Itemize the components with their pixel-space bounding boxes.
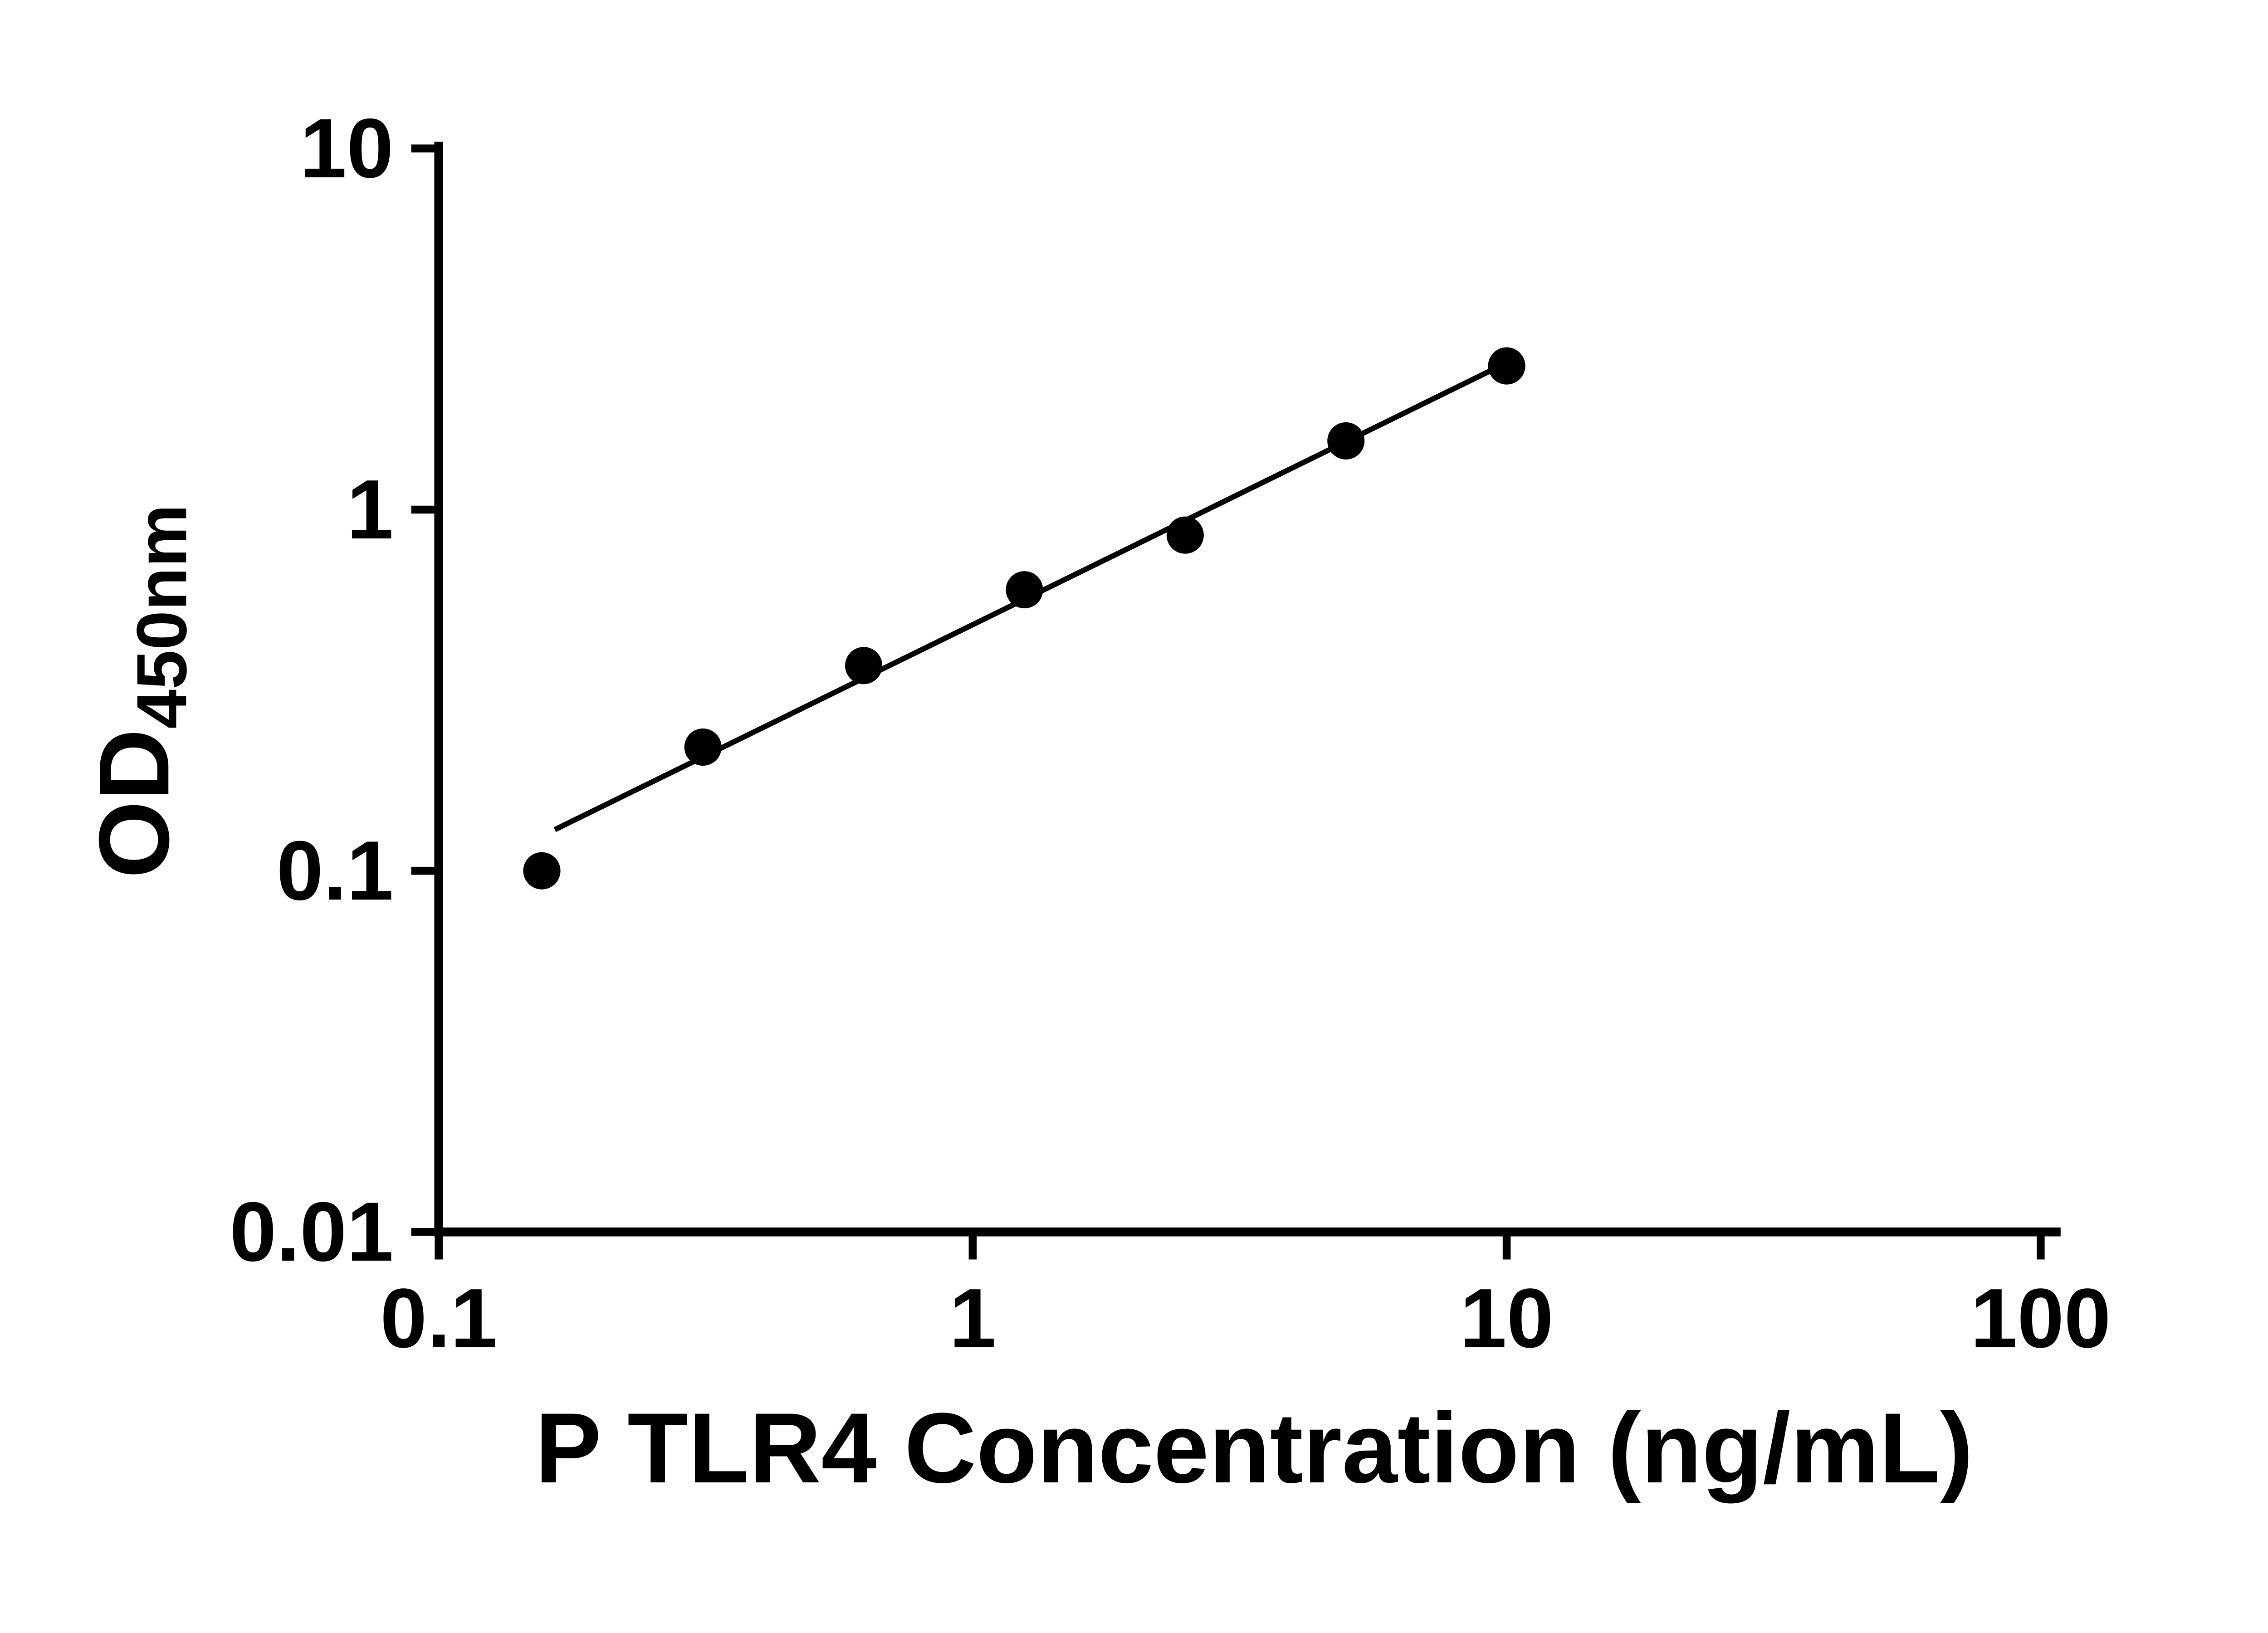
x-axis-title: P TLR4 Concentration (ng/mL) [535, 1392, 1973, 1504]
x-axis-tick-label: 1 [949, 1271, 996, 1365]
y-axis-tick-label: 10 [300, 102, 393, 196]
y-axis-title: OD450nm [78, 504, 201, 879]
y-axis-title-main: OD [78, 729, 190, 879]
y-axis-tick-label: 1 [347, 463, 393, 557]
data-point-marker [1488, 347, 1525, 385]
data-point-marker [1006, 571, 1043, 609]
x-axis-tick-label: 0.1 [380, 1271, 497, 1365]
data-point-marker [1166, 516, 1204, 554]
data-point-marker [523, 852, 561, 890]
elisa-standard-curve-figure: 0.1 1 10 100 0.01 0.1 1 10 P TLR4 Concentration … [78, 101, 2111, 1504]
y-axis-tick-label: 0.1 [277, 824, 394, 918]
x-axis-tick-label: 10 [1460, 1271, 1553, 1365]
y-axis-tick-label: 0.01 [230, 1185, 393, 1279]
x-axis-tick-label: 100 [1970, 1271, 2111, 1365]
data-point-marker [684, 728, 722, 766]
y-axis-title-subscript: 450nm [122, 504, 201, 729]
data-point-marker [845, 647, 883, 684]
data-point-marker [1327, 422, 1365, 460]
